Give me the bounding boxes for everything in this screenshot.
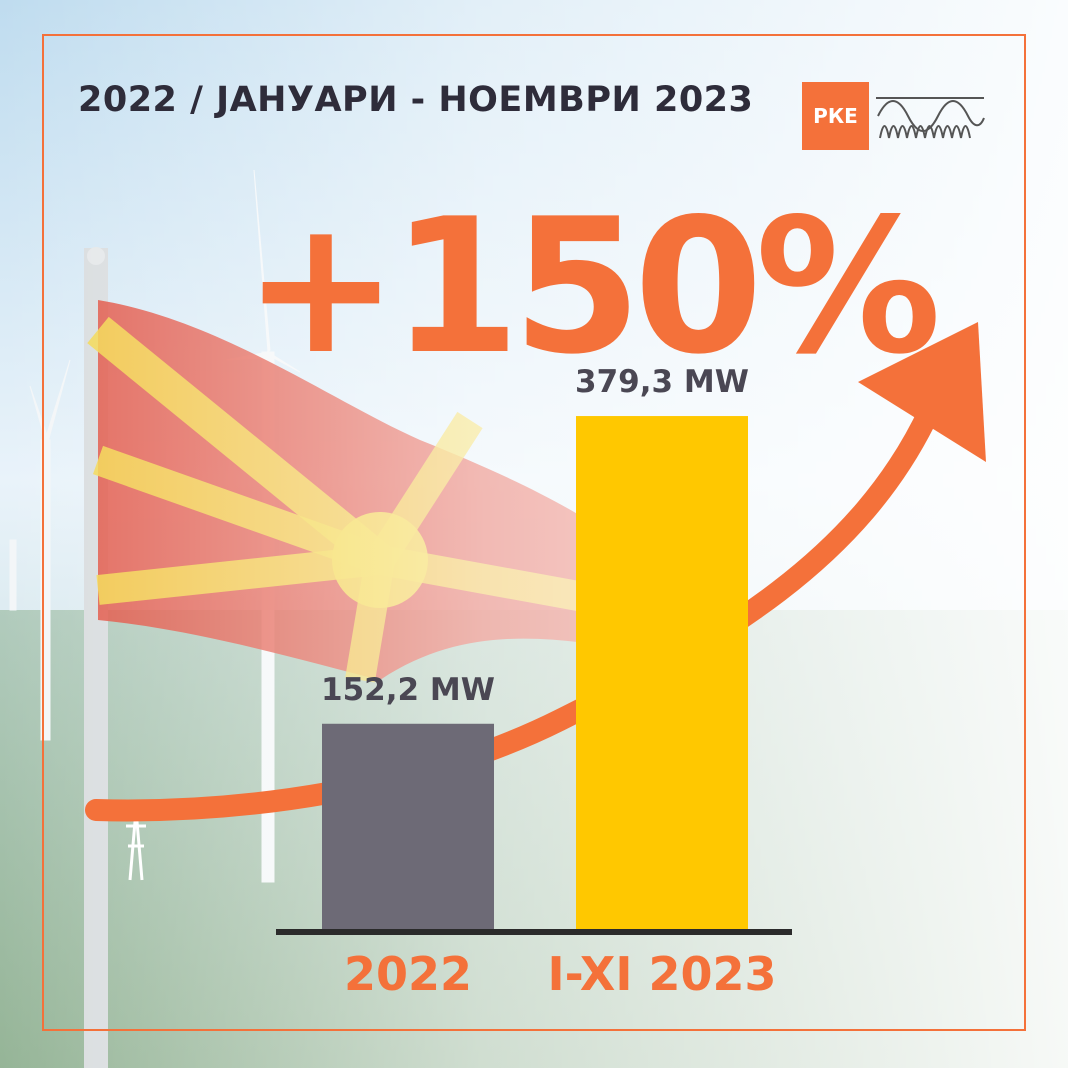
growth-arrow-head (858, 322, 986, 462)
logo-text: РКЕ (813, 104, 858, 128)
data-label: 152,2 MW (321, 672, 495, 708)
growth-percentage: +150% (243, 178, 941, 395)
category-label: I-XI 2023 (547, 947, 776, 1001)
data-label: 379,3 MW (575, 364, 749, 400)
wave-icon (876, 97, 985, 139)
growth-arrow (85, 399, 941, 822)
bar-2022 (322, 723, 494, 930)
bar-2023 (576, 416, 748, 931)
rke-logo: РКЕ (802, 82, 869, 150)
page-title: 2022 / ЈАНУАРИ - НОЕМВРИ 2023 (78, 80, 754, 120)
category-label: 2022 (344, 947, 472, 1001)
bar-chart: 152,2 MW 2022 379,3 MW I-XI 2023 (276, 364, 792, 1001)
orange-frame (42, 34, 1026, 1031)
